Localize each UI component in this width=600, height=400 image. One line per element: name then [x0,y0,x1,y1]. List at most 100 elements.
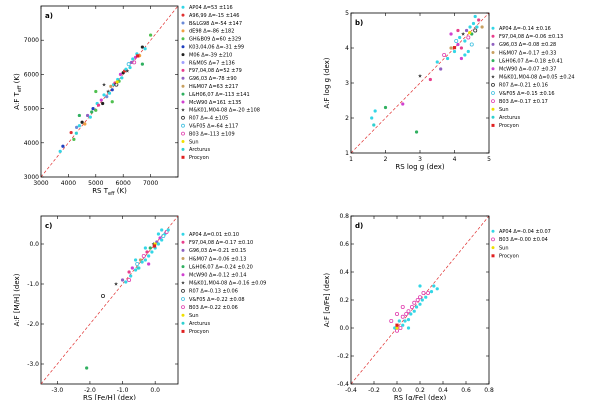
data-point [106,89,111,94]
legend-marker [181,76,185,80]
panel-d: -0.4 -0.2 0.0 0.2 0.4 0.6 0.8 -0.4 -0.2 0.0 0.2 0.4… [323,213,551,400]
data-point [469,42,474,47]
y-tick-label: 3000 [24,174,39,181]
legend-label: Procyon [499,123,519,129]
legend-marker [181,37,185,41]
legend-label: B03 Δ=-0.00 ±0.04 [499,237,548,243]
legend-marker [181,13,185,17]
data-point [401,102,405,106]
data-point [149,33,153,37]
data-point [80,120,84,124]
data-point [147,262,151,266]
data-point [475,25,479,29]
data-point [77,113,81,118]
data-points [370,14,484,134]
one-to-one-line [351,13,489,153]
data-point [406,318,411,322]
data-point [464,28,469,33]
x-tick-label: 4000 [61,180,76,187]
data-point [160,228,164,232]
data-point [435,60,439,64]
data-point [83,122,87,126]
data-point [404,311,409,316]
legend-marker [181,100,185,104]
legend-label: V&F05 Δ=-0.15 ±0.16 [499,91,555,97]
legend-label: B03 Δ=-0.17 ±0.17 [499,99,548,105]
legend-marker [491,237,495,242]
data-point [466,35,471,40]
data-point [446,56,450,61]
y-tick-label: 4 [345,45,349,52]
data-point [124,280,128,284]
legend-marker [491,123,495,127]
data-point [102,82,106,87]
legend-marker [181,321,185,325]
y-tick-label: -3.0 [27,361,39,368]
x-tick-label: -0.2 [368,387,380,394]
data-point [125,68,130,73]
data-point [412,300,417,305]
data-point [114,281,118,286]
data-point [370,116,374,120]
data-point [140,260,144,264]
data-point [136,266,140,270]
y-tick-label: 0.4 [339,269,349,276]
legend-marker [181,329,185,333]
x-tick-label: 0.8 [484,387,494,394]
legend: AP04 Δ=53 ±116 A96,99 Δ=-15 ±146 B&LG98 Δ=… [181,5,260,161]
data-point [126,62,131,67]
legend-label: Sun [189,139,199,145]
legend-marker [181,107,185,112]
data-point [124,67,128,71]
data-point [94,108,98,112]
data-point [161,233,166,238]
legend-marker [491,229,495,233]
data-point [128,65,132,70]
x-tick-label: 7000 [143,180,158,187]
y-tick-label: 7000 [24,37,39,44]
legend-label: M&K01,M04-08 Δ=0.05 ±0.24 [499,75,575,81]
data-point [143,258,147,262]
data-point [463,39,467,43]
legend-marker [181,21,185,25]
x-tick-label: 5 [487,156,491,163]
legend-label: G96,03 Δ=-0.08 ±0.28 [499,42,556,48]
y-tick-label: -0.4 [337,381,349,388]
data-point [418,284,422,288]
legend-marker [491,42,495,46]
legend-marker [491,59,495,63]
y-tick-label: -2.0 [27,321,39,328]
x-tick-label: 3000 [33,180,48,187]
legend-marker [491,26,495,30]
y-tick-label: 0.6 [339,241,349,248]
legend-marker [181,155,185,159]
legend-label: R&M05 Δ=7 ±136 [189,60,235,66]
legend: AP04 Δ=-0.04 ±0.07 B03 Δ=-0.00 ±0.04 Sun Pr… [491,229,551,260]
data-point [480,25,484,29]
legend-label: F97,04,08 Δ=-0.06 ±0.13 [499,34,563,40]
legend-marker [181,305,185,310]
y-axis-label: A:F [M/H] (dex) [13,273,21,326]
data-point [91,107,95,111]
x-axis-label: RS Teff (K) [92,187,127,197]
data-point [151,241,156,246]
data-point [102,93,106,97]
legend-marker [491,246,495,250]
data-point [118,72,123,76]
x-tick-label: -3.0 [51,387,63,394]
data-point [129,60,134,65]
legend-label: Sun [189,313,199,319]
data-point [403,319,407,323]
data-point [143,246,147,250]
x-tick-label: 1 [349,156,353,163]
data-point [75,125,79,130]
data-point [456,28,460,33]
y-tick-label: -1.0 [27,281,39,288]
y-tick-label: 1 [345,150,349,157]
legend-label: G96,03 Δ=-0.21 ±0.15 [189,248,246,254]
data-point [393,326,397,330]
data-point [439,67,443,71]
data-points [85,228,170,370]
data-point [131,57,135,61]
